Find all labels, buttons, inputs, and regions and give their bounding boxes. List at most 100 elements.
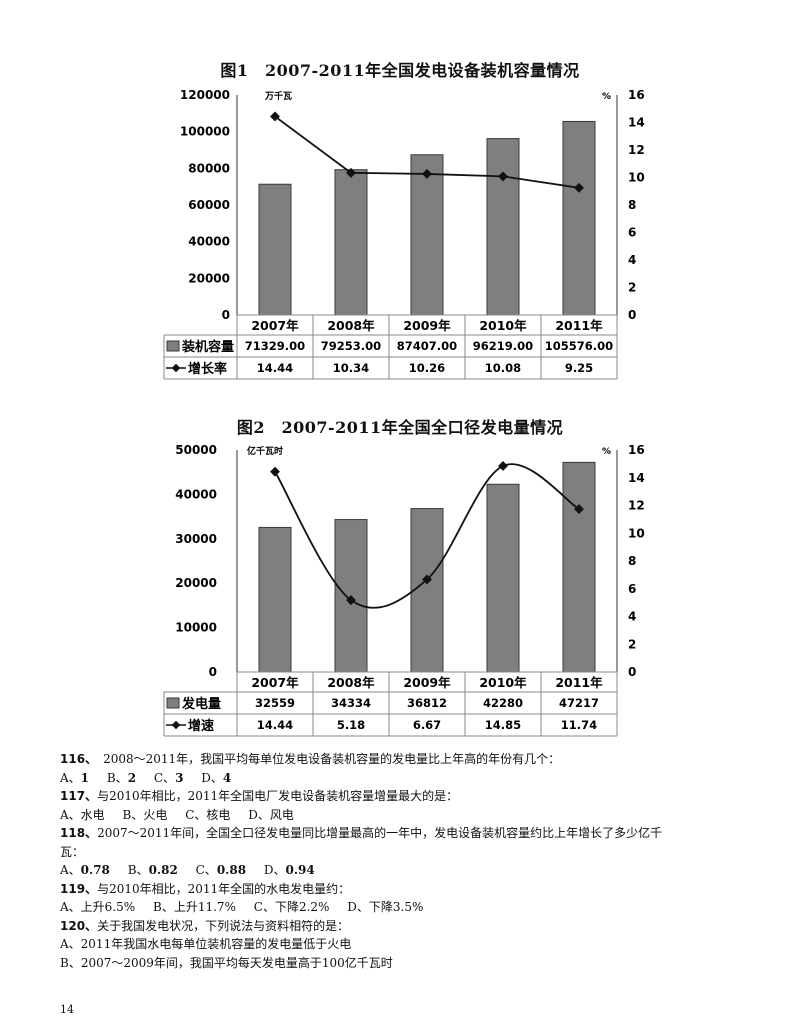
option-d[interactable]: D、4 — [201, 770, 232, 785]
x-tick-label: 2007年 — [251, 675, 299, 690]
line-point — [270, 466, 280, 477]
table-bar-value: 71329.00 — [245, 339, 305, 353]
table-bar-value: 105576.00 — [545, 339, 613, 353]
options-116: A、1 B、2 C、3 D、4 — [60, 769, 760, 788]
option-c[interactable]: C、3 — [153, 770, 184, 785]
y-right-unit-label: % — [602, 92, 611, 102]
option-d[interactable]: D、0.94 — [263, 863, 315, 877]
table-bar-value: 87407.00 — [397, 339, 457, 353]
option-c[interactable]: C、下降2.2% — [253, 900, 330, 914]
legend-line-marker — [171, 720, 181, 730]
legend-bar-key — [166, 697, 180, 709]
table-line-value: 10.26 — [409, 361, 445, 375]
option-a[interactable]: A、1 — [60, 770, 90, 785]
table-line-value: 14.44 — [257, 361, 293, 375]
y-right-tick-label: 8 — [628, 554, 636, 568]
y-left-tick-label: 20000 — [188, 271, 230, 285]
option-d[interactable]: D、下降3.5% — [347, 900, 424, 914]
y-right-tick-label: 10 — [628, 526, 645, 540]
bar — [258, 183, 292, 316]
line-point — [574, 182, 584, 193]
y-right-tick-label: 0 — [628, 308, 636, 322]
question-118: 118、2007～2011年间，全国全口径发电量同比增量最高的一年中，发电设备装… — [60, 826, 663, 840]
y-left-tick-label: 40000 — [188, 235, 230, 249]
table-bar-value: 36812 — [407, 696, 447, 710]
line-point — [574, 504, 584, 515]
y-right-tick-label: 14 — [628, 471, 645, 485]
question-117: 117、与2010年相比，2011年全国电厂发电设备装机容量增量最大的是： — [60, 789, 459, 803]
chart2-title: 图2 2007-2011年全国全口径发电量情况 — [236, 418, 564, 437]
x-tick-label: 2011年 — [555, 675, 603, 690]
y-left-tick-label: 50000 — [175, 443, 217, 457]
y-right-tick-label: 8 — [628, 198, 636, 212]
table-line-value: 6.67 — [413, 718, 441, 732]
question-118-continued: 瓦： — [60, 844, 85, 859]
bar — [410, 154, 444, 316]
y-right-tick-label: 10 — [628, 171, 645, 185]
y-right-tick-label: 6 — [628, 582, 636, 596]
bar — [562, 461, 596, 673]
y-right-tick-label: 12 — [628, 143, 645, 157]
option-c[interactable]: C、0.88 — [195, 863, 247, 877]
line-point — [346, 167, 356, 178]
y-left-tick-label: 100000 — [180, 125, 230, 139]
y-left-tick-label: 120000 — [180, 88, 230, 102]
table-line-value: 10.34 — [333, 361, 369, 375]
option-a[interactable]: A、上升6.5% — [60, 900, 136, 914]
option-b[interactable]: B、上升11.7% — [153, 900, 236, 914]
questions: 116、 2008～2011年，我国平均每单位发电设备装机容量的发电量比上年高的… — [60, 750, 760, 972]
y-left-unit-label: 万千瓦 — [264, 90, 292, 102]
table-bar-value: 34334 — [331, 696, 371, 710]
y-right-tick-label: 2 — [628, 637, 636, 651]
x-tick-label: 2009年 — [403, 675, 451, 690]
line-point — [346, 595, 356, 606]
bar — [258, 526, 292, 673]
legend-bar-label: 发电量 — [181, 696, 221, 712]
x-tick-label: 2009年 — [403, 318, 451, 333]
x-tick-label: 2010年 — [479, 318, 527, 333]
bar — [410, 508, 444, 673]
options-119: A、上升6.5% B、上升11.7% C、下降2.2% D、下降3.5% — [60, 898, 760, 917]
y-left-tick-label: 20000 — [175, 576, 217, 590]
table-line-value: 10.08 — [485, 361, 521, 375]
y-right-tick-label: 6 — [628, 226, 636, 240]
option-b[interactable]: B、2 — [106, 770, 137, 785]
option-a[interactable]: A、水电 — [60, 807, 105, 822]
y-left-unit-label: 亿千瓦时 — [247, 445, 283, 457]
chart2-generation: 50000 40000 30000 20000 10000 0 16 14 12 10 8 6 4 2 0 亿… — [163, 443, 645, 737]
bar — [486, 483, 520, 673]
statement-a[interactable]: A、2011年我国水电每单位装机容量的发电量低于火电 — [60, 937, 352, 951]
options-118: A、0.78 B、0.82 C、0.88 D、0.94 — [60, 861, 760, 880]
x-tick-label: 2011年 — [555, 318, 603, 333]
bar — [486, 138, 520, 316]
y-left-tick-label: 0 — [222, 308, 230, 322]
x-tick-label: 2010年 — [479, 675, 527, 690]
y-left-tick-label: 40000 — [175, 487, 217, 501]
question-119: 119、与2010年相比，2011年全国的水电发电量约： — [60, 881, 351, 896]
legend-line-label: 增长率 — [188, 361, 227, 377]
y-left-tick-label: 30000 — [175, 532, 217, 546]
page-number: 14 — [60, 1003, 74, 1016]
option-b[interactable]: B、0.82 — [127, 863, 178, 877]
question-120: 120、关于我国发电状况，下列说法与资料相符的是： — [60, 918, 350, 933]
table-bar-value: 79253.00 — [321, 339, 381, 353]
option-c[interactable]: C、核电 — [185, 807, 231, 822]
x-tick-label: 2008年 — [327, 675, 375, 690]
y-right-tick-label: 16 — [628, 443, 645, 457]
option-d[interactable]: D、风电 — [248, 807, 294, 822]
line-point — [422, 168, 432, 179]
line-point — [498, 461, 508, 471]
y-right-tick-label: 0 — [628, 665, 636, 679]
question-116: 116、 2008～2011年，我国平均每单位发电设备装机容量的发电量比上年高的… — [60, 752, 561, 766]
option-a[interactable]: A、0.78 — [60, 863, 110, 877]
legend-line-label: 增速 — [188, 718, 214, 734]
table-line-value: 11.74 — [561, 718, 597, 732]
y-right-tick-label: 4 — [628, 610, 636, 624]
x-tick-label: 2007年 — [251, 318, 299, 333]
legend-bar-label: 装机容量 — [181, 339, 234, 355]
y-right-tick-label: 14 — [628, 116, 645, 130]
y-right-tick-label: 16 — [628, 88, 645, 102]
chart1-capacity: 120000 100000 80000 60000 40000 20000 0 16 14 12 1… — [163, 88, 645, 380]
statement-b[interactable]: B、2007～2009年间，我国平均每天发电量高于100亿千瓦时 — [60, 955, 393, 970]
option-b[interactable]: B、火电 — [122, 807, 168, 822]
